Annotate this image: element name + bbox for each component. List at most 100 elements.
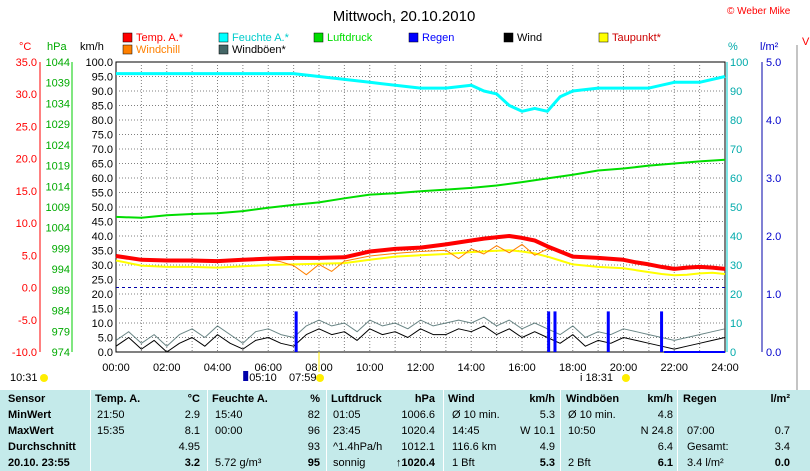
humidity-tick-label: 50 bbox=[730, 202, 742, 214]
stats-humidity-value: 96 bbox=[307, 425, 320, 437]
humidity-tick-label: 60 bbox=[730, 173, 742, 185]
legend-item: Regen bbox=[422, 32, 454, 44]
pressure-tick-label: 1004 bbox=[46, 223, 70, 235]
header-rain-unit: l/m² bbox=[770, 393, 790, 405]
wind-series-line bbox=[115, 325, 726, 353]
pressure-tick-label: 1019 bbox=[46, 161, 70, 173]
column-divider bbox=[443, 390, 444, 471]
legend-item: Luftdruck bbox=[327, 32, 373, 44]
rain-bar bbox=[660, 311, 664, 352]
legend-item: Feuchte A.* bbox=[232, 32, 290, 44]
humidity-tick-label: 0 bbox=[730, 347, 736, 359]
stats-temp-value: 4.95 bbox=[178, 441, 200, 453]
stats-row-label: Durchschnitt bbox=[8, 441, 76, 453]
legend-item: Wind bbox=[517, 32, 542, 44]
stats-temp-value: 2.9 bbox=[184, 409, 200, 421]
stats-pressure-time: 23:45 bbox=[333, 425, 361, 437]
wind-tick-label: 80.0 bbox=[92, 115, 113, 127]
humidity-tick-label: 10 bbox=[730, 318, 742, 330]
legend-swatch bbox=[122, 44, 133, 55]
wind-tick-label: 95.0 bbox=[92, 72, 113, 84]
stats-wind-value: W 10.1 bbox=[520, 425, 555, 437]
temp-tick-label: 0.0 bbox=[22, 283, 37, 295]
wind-axis-header: km/h bbox=[80, 41, 104, 53]
stats-wind-info: 14:45 bbox=[452, 425, 480, 437]
legend-swatch bbox=[218, 32, 229, 43]
legend-swatch bbox=[218, 44, 229, 55]
events: 10:31 05:10 07:59 i 18:31 bbox=[10, 352, 630, 384]
temp-tick-label: -10.0 bbox=[12, 347, 37, 359]
wind-tick-label: 5.0 bbox=[98, 333, 113, 345]
stats-temp-time: 15:35 bbox=[97, 425, 125, 437]
legend-item: Temp. A.* bbox=[136, 32, 184, 44]
header-sensor: Sensor bbox=[8, 393, 46, 405]
temp-tick-label: -5.0 bbox=[18, 315, 37, 327]
temp-tick-label: 30.0 bbox=[16, 89, 37, 101]
humidity-tick-label: 80 bbox=[730, 115, 742, 127]
stats-pressure-time: sonnig bbox=[333, 457, 366, 469]
temp-tick-label: 35.0 bbox=[16, 57, 37, 69]
pressure-tick-label: 1024 bbox=[46, 140, 70, 152]
wind-tick-label: 40.0 bbox=[92, 231, 113, 243]
stats-panel: Sensor Temp. A. °C Feuchte A.% Luftdruck hPa W… bbox=[0, 390, 810, 471]
stats-wind-value: 5.3 bbox=[539, 409, 555, 421]
stats-temp-value: 3.2 bbox=[184, 457, 200, 469]
stats-temp-value: 8.1 bbox=[184, 425, 200, 437]
pressure-tick-label: 1044 bbox=[46, 57, 70, 69]
wind-tick-label: 45.0 bbox=[92, 217, 113, 229]
rain-bar bbox=[294, 311, 298, 352]
pressure-tick-label: 1029 bbox=[46, 119, 70, 131]
legend-item: Taupunkt* bbox=[612, 32, 662, 44]
header-rain: Regen bbox=[683, 393, 717, 405]
stats-row-label: MinWert bbox=[8, 409, 52, 421]
stats-gust-info: 10:50 bbox=[568, 425, 596, 437]
wind-tick-label: 10.0 bbox=[92, 318, 113, 330]
header-gust: Windböen bbox=[566, 393, 620, 405]
stats-pressure-time: 01:05 bbox=[333, 409, 361, 421]
stats-humidity-value: 93 bbox=[307, 441, 320, 453]
stats-pressure-value: ↑1020.4 bbox=[395, 457, 435, 469]
header-temp: Temp. A. bbox=[95, 393, 141, 405]
stats-gust-info: 2 Bft bbox=[568, 457, 591, 469]
humidity-tick-label: 70 bbox=[730, 144, 742, 156]
stats-row-label: MaxWert bbox=[8, 425, 54, 437]
wind-tick-label: 100.0 bbox=[85, 57, 113, 69]
stats-gust-value: 6.4 bbox=[657, 441, 673, 453]
wind-tick-label: 55.0 bbox=[92, 188, 113, 200]
copyright-label: © Weber Mike bbox=[727, 6, 791, 17]
stats-humidity-time: 15:40 bbox=[215, 409, 243, 421]
wind-tick-label: 85.0 bbox=[92, 101, 113, 113]
column-divider bbox=[326, 390, 327, 471]
stats-pressure-time: ^1.4hPa/h bbox=[333, 441, 383, 453]
series-line-luftdruck bbox=[115, 158, 726, 219]
rain-tick-label: 2.0 bbox=[766, 231, 781, 243]
humidity-tick-label: 30 bbox=[730, 260, 742, 272]
legend-item: Windböen* bbox=[232, 44, 287, 56]
legend-swatch bbox=[122, 32, 133, 43]
header-wind: Wind bbox=[448, 393, 475, 405]
sunrise-icon bbox=[243, 371, 249, 381]
column-divider bbox=[207, 390, 208, 471]
stats-humidity-time: 5.72 g/m³ bbox=[215, 457, 262, 469]
wind-tick-label: 25.0 bbox=[92, 275, 113, 287]
stats-humidity-time: 00:00 bbox=[215, 425, 243, 437]
chart-title: Mittwoch, 20.10.2010 bbox=[333, 8, 476, 25]
pressure-tick-label: 989 bbox=[52, 285, 70, 297]
series bbox=[115, 72, 726, 353]
pressure-axis-header: hPa bbox=[47, 41, 67, 53]
header-wind-unit: km/h bbox=[529, 393, 555, 405]
right-edge-letter: V bbox=[802, 36, 810, 48]
sunrise-label: 05:10 bbox=[249, 372, 277, 384]
grid bbox=[116, 62, 725, 352]
pressure-tick-label: 974 bbox=[52, 347, 70, 359]
rain-tick-label: 1.0 bbox=[766, 289, 781, 301]
temp-tick-label: 20.0 bbox=[16, 154, 37, 166]
x-tick-label: 16:00 bbox=[508, 362, 536, 374]
stats-rain-info: 3.4 l/m² bbox=[687, 457, 724, 469]
pressure-tick-label: 1039 bbox=[46, 78, 70, 90]
x-tick-label: 10:00 bbox=[356, 362, 384, 374]
rain-bar bbox=[547, 311, 551, 352]
stats-rain-value: 0.7 bbox=[774, 425, 790, 437]
windgust-series-line bbox=[115, 316, 726, 347]
rain-axis-header: l/m² bbox=[760, 41, 779, 53]
